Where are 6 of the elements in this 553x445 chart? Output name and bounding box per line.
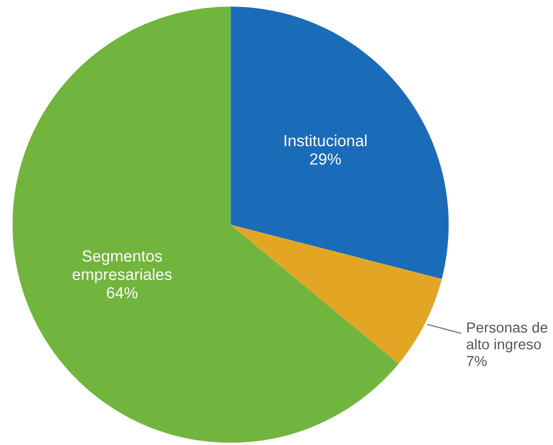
slice-label: Institucional bbox=[284, 134, 366, 146]
slice-label: Segmentos empresariales bbox=[72, 250, 172, 284]
data-label: 7% bbox=[466, 356, 487, 366]
data-label: 29% bbox=[310, 153, 341, 165]
data-label: 64% bbox=[106, 287, 138, 298]
slice-label: Personas de alto ingreso bbox=[466, 322, 548, 352]
